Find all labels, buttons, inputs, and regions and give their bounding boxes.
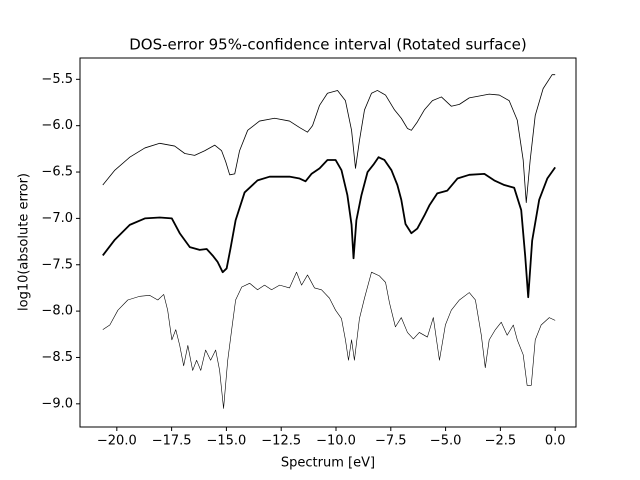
series-line [102,271,556,409]
y-tick-label: −8.0 [41,304,73,319]
y-tick-label: −6.5 [41,165,73,180]
series-line [102,156,556,299]
x-tick-label: −20.0 [97,434,137,449]
x-tick-label: −5.0 [430,434,462,449]
x-tick-label: 0.0 [545,434,566,449]
y-tick-label: −5.5 [41,72,73,87]
x-tick-label: −17.5 [152,434,192,449]
chart-title: DOS-error 95%-confidence interval (Rotat… [129,36,527,54]
series-line [102,74,556,204]
y-tick-label: −7.5 [41,257,73,272]
x-tick-label: −10.0 [316,434,356,449]
y-tick-label: −9.0 [41,396,73,411]
plot-frame [79,57,577,428]
y-tick-label: −7.0 [41,211,73,226]
x-tick-label: −12.5 [261,434,301,449]
x-tick-label: −7.5 [375,434,407,449]
y-tick-label: −8.5 [41,350,73,365]
x-tick-label: −15.0 [206,434,246,449]
x-axis-label: Spectrum [eV] [281,456,375,471]
x-tick-label: −2.5 [485,434,517,449]
y-axis-label: log10(absolute error) [17,173,32,311]
y-tick-label: −6.0 [41,118,73,133]
